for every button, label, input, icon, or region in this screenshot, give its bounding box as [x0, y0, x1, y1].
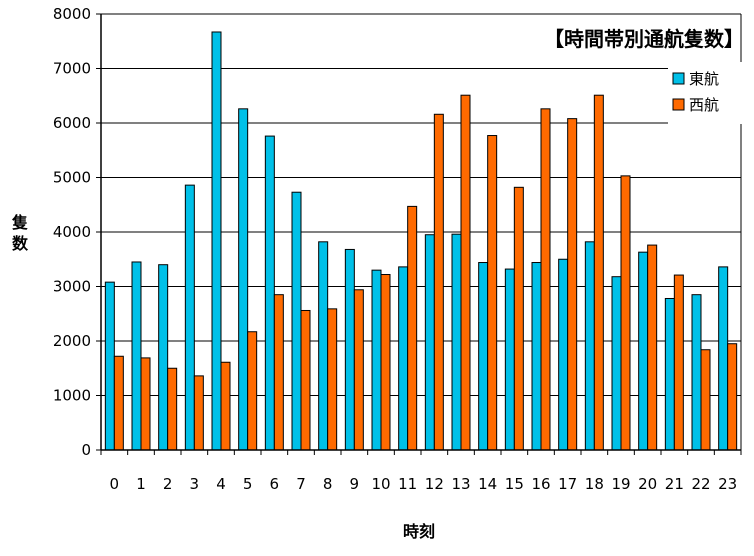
bars [104, 31, 738, 451]
bar-westbound-16 [540, 108, 551, 451]
legend-swatch [672, 72, 685, 85]
bar-eastbound-0 [104, 281, 115, 451]
x-tick-label: 14 [478, 475, 497, 493]
bar-eastbound-18 [584, 241, 595, 451]
bar-eastbound-13 [451, 233, 462, 451]
x-tick-label: 3 [190, 475, 200, 493]
x-tick-labels: 0 1 2 3 4 5 6 7 8 9 10 11 12 13 14 15 16 17 18 19 20 21 22 23 [100, 450, 742, 493]
x-tick-label: 20 [638, 475, 657, 493]
bar-westbound-7 [300, 309, 311, 451]
x-tick-label: 6 [270, 475, 280, 493]
bar-westbound-12 [433, 113, 444, 451]
x-tick-label: 17 [558, 475, 577, 493]
x-tick-label: 15 [505, 475, 524, 493]
bar-eastbound-14 [478, 262, 489, 451]
x-tick-label: 0 [110, 475, 120, 493]
bar-westbound-1 [140, 357, 151, 451]
y-tick-label: 2000 [53, 332, 91, 350]
bar-westbound-9 [353, 289, 364, 451]
bar-westbound-18 [593, 94, 604, 451]
x-tick-label: 2 [163, 475, 173, 493]
y-tick-label: 8000 [53, 5, 91, 23]
x-tick-label: 5 [243, 475, 253, 493]
bar-westbound-6 [273, 294, 284, 451]
bar-eastbound-12 [424, 234, 435, 451]
x-tick-label: 4 [216, 475, 226, 493]
bar-eastbound-23 [718, 266, 729, 451]
bar-westbound-19 [620, 175, 631, 451]
bar-eastbound-5 [238, 108, 249, 451]
bar-eastbound-2 [158, 264, 169, 451]
bar-eastbound-1 [131, 261, 142, 451]
bar-westbound-5 [247, 331, 258, 451]
bar-westbound-21 [673, 274, 684, 451]
y-tick-label: 7000 [53, 60, 91, 78]
x-tick-label: 18 [585, 475, 604, 493]
x-tick-label: 22 [691, 475, 710, 493]
gridlines [101, 13, 742, 450]
bar-westbound-14 [487, 135, 498, 451]
x-tick-label: 16 [531, 475, 550, 493]
bar-eastbound-7 [291, 191, 302, 451]
y-tick-label: 3000 [53, 278, 91, 296]
y-tick-labels: 0 1000 2000 3000 4000 5000 6000 7000 8000 [53, 5, 101, 459]
legend-label: 西航 [689, 96, 719, 114]
bar-eastbound-19 [611, 276, 622, 451]
y-tick-label: 4000 [53, 223, 91, 241]
bar-westbound-15 [513, 186, 524, 451]
bar-westbound-0 [113, 355, 124, 451]
legend-swatch [672, 98, 685, 111]
legend-box [668, 62, 742, 124]
bar-westbound-4 [220, 361, 231, 451]
y-tick-label: 0 [81, 441, 91, 459]
x-tick-label: 12 [425, 475, 444, 493]
y-tick-label: 5000 [53, 169, 91, 187]
bar-eastbound-3 [184, 184, 195, 451]
bar-eastbound-22 [691, 294, 702, 451]
bar-eastbound-15 [504, 268, 515, 451]
x-tick-label: 9 [350, 475, 360, 493]
bar-westbound-3 [193, 375, 204, 451]
bar-eastbound-16 [531, 262, 542, 451]
x-tick-label: 7 [296, 475, 306, 493]
bar-eastbound-8 [318, 241, 329, 451]
bar-eastbound-11 [398, 266, 409, 451]
x-tick-label: 23 [718, 475, 737, 493]
bar-westbound-11 [407, 205, 418, 451]
bar-westbound-10 [380, 274, 391, 451]
bar-westbound-20 [647, 244, 658, 451]
bar-westbound-8 [327, 308, 338, 451]
x-tick-label: 11 [398, 475, 417, 493]
y-tick-label: 1000 [53, 387, 91, 405]
y-axis-title: 隻数 [11, 213, 29, 253]
bar-eastbound-9 [344, 248, 355, 451]
x-tick-label: 1 [136, 475, 146, 493]
x-tick-label: 10 [371, 475, 390, 493]
bar-eastbound-21 [664, 297, 675, 451]
bar-westbound-13 [460, 94, 471, 451]
bar-eastbound-4 [211, 31, 222, 451]
bar-eastbound-6 [264, 135, 275, 451]
x-tick-label: 19 [611, 475, 630, 493]
legend-label: 東航 [689, 70, 719, 88]
x-tick-label: 13 [451, 475, 470, 493]
bar-eastbound-17 [558, 258, 569, 451]
bar-westbound-23 [727, 343, 738, 451]
bar-westbound-2 [167, 367, 178, 451]
y-tick-label: 6000 [53, 114, 91, 132]
bar-westbound-22 [700, 349, 711, 451]
x-axis-title: 時刻 [403, 522, 435, 541]
x-tick-label: 21 [665, 475, 684, 493]
bar-eastbound-20 [638, 251, 649, 451]
chart-title: 【時間帯別通航隻数】 [544, 27, 744, 51]
x-tick-label: 8 [323, 475, 333, 493]
bar-westbound-17 [567, 118, 578, 451]
bar-eastbound-10 [371, 269, 382, 451]
